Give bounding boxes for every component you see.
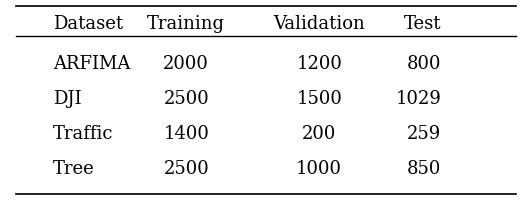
Text: DJI: DJI bbox=[53, 90, 82, 108]
Text: 1400: 1400 bbox=[163, 125, 209, 143]
Text: 2500: 2500 bbox=[163, 90, 209, 108]
Text: Traffic: Traffic bbox=[53, 125, 114, 143]
Text: Test: Test bbox=[404, 15, 442, 33]
Text: 259: 259 bbox=[408, 125, 442, 143]
Text: 2500: 2500 bbox=[163, 160, 209, 178]
Text: 200: 200 bbox=[302, 125, 336, 143]
Text: 1029: 1029 bbox=[396, 90, 442, 108]
Text: 800: 800 bbox=[407, 55, 442, 73]
Text: Validation: Validation bbox=[273, 15, 365, 33]
Text: 1500: 1500 bbox=[296, 90, 342, 108]
Text: 850: 850 bbox=[407, 160, 442, 178]
Text: Dataset: Dataset bbox=[53, 15, 123, 33]
Text: ARFIMA: ARFIMA bbox=[53, 55, 130, 73]
Text: 1000: 1000 bbox=[296, 160, 342, 178]
Text: 2000: 2000 bbox=[163, 55, 209, 73]
Text: Training: Training bbox=[147, 15, 225, 33]
Text: Tree: Tree bbox=[53, 160, 95, 178]
Text: 1200: 1200 bbox=[296, 55, 342, 73]
